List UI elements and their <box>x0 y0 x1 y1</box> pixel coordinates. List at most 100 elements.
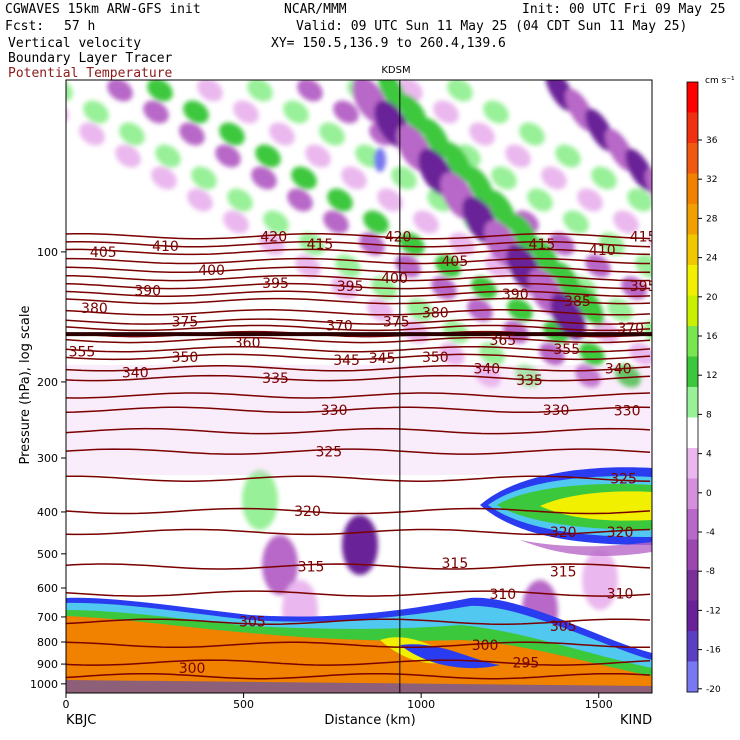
x-end-station: KIND <box>620 713 652 728</box>
colorbar-label: -8 <box>706 567 715 577</box>
velocity-cell <box>563 210 589 234</box>
theta-label: 295 <box>513 656 540 672</box>
colorbar-swatch <box>687 570 698 601</box>
colorbar: 36 32 28 24 20 16 12 8 4 0 -4 -8 -12 -16 -20 <box>686 81 721 695</box>
theta-contour-line <box>66 336 651 344</box>
theta-label: 335 <box>262 371 289 387</box>
colorbar-label: 32 <box>706 175 717 185</box>
velocity-cell <box>413 210 439 234</box>
y-tick-label: 100 <box>37 246 58 259</box>
theta-label: 310 <box>489 587 516 603</box>
theta-label: 390 <box>502 287 529 303</box>
theta-label: 415 <box>529 237 556 253</box>
theta-contours <box>66 233 652 680</box>
velocity-cell <box>466 166 494 206</box>
velocity-cell <box>297 80 323 102</box>
velocity-cell <box>151 166 177 190</box>
valid-time: Valid: 09 UTC Sun 11 May 25 (04 CDT Sun … <box>296 19 688 34</box>
theta-label: 355 <box>69 344 96 360</box>
colorbar-swatch <box>687 204 698 235</box>
theta-label: 360 <box>234 335 261 351</box>
velocity-cell <box>422 118 450 158</box>
velocity-cell <box>377 188 403 212</box>
colorbar-label: 24 <box>706 254 718 264</box>
colorbar-swatch <box>687 173 698 205</box>
velocity-cell <box>233 100 259 124</box>
colorbar-swatch <box>687 143 698 174</box>
theta-label: 340 <box>605 361 632 377</box>
theta-label: 315 <box>550 565 577 581</box>
theta-label: 380 <box>422 305 449 321</box>
theta-label: 320 <box>607 525 634 541</box>
colorbar-frame <box>686 81 699 693</box>
velocity-cell <box>242 470 278 530</box>
theta-label: 420 <box>385 229 412 245</box>
theta-label: 365 <box>489 333 516 349</box>
y-tick-label: 700 <box>37 611 58 624</box>
velocity-cell <box>475 364 501 388</box>
velocity-cell <box>541 166 567 190</box>
theta-contour-line <box>66 475 651 482</box>
velocity-cell <box>725 338 740 370</box>
velocity-cell <box>187 188 213 212</box>
velocity-cell <box>483 100 509 124</box>
colorbar-label: 28 <box>706 214 718 224</box>
theta-contour-line <box>66 392 651 399</box>
theta-label: 305 <box>239 615 266 631</box>
theta-label: 395 <box>337 279 364 295</box>
theta-contour-line <box>66 266 650 274</box>
x-start-station: KBJC <box>66 713 96 728</box>
theta-label: 350 <box>172 350 199 366</box>
theta-contour-line <box>66 427 651 435</box>
velocity-cell <box>554 262 582 302</box>
y-axis-title: Pressure (hPa), log scale <box>18 306 33 465</box>
y-axis: 100 200 300 400 500 600 700 800 900 1000 <box>30 246 66 691</box>
velocity-cell <box>191 166 217 190</box>
forecast-hours: 57 h <box>64 19 96 34</box>
theta-label: 325 <box>610 472 637 488</box>
colorbar-swatch <box>687 631 698 662</box>
x-tick-label: 1500 <box>585 698 613 711</box>
theta-contour-line <box>66 240 651 248</box>
theta-contour-line <box>66 672 651 680</box>
velocity-cell <box>107 80 133 102</box>
velocity-cell <box>227 188 253 212</box>
colorbar-label: 4 <box>706 450 712 460</box>
colorbar-swatch <box>687 234 698 266</box>
theta-contour-line <box>66 257 650 265</box>
theta-label: 300 <box>472 638 499 654</box>
colorbar-swatch <box>687 265 698 296</box>
velocity-cell <box>342 515 378 575</box>
y-tick-label: 300 <box>37 452 58 465</box>
theta-label: 355 <box>553 342 580 358</box>
vertical-velocity-field <box>66 80 740 640</box>
velocity-cell <box>555 144 581 168</box>
velocity-cell <box>247 80 273 102</box>
velocity-cell <box>505 144 531 168</box>
velocity-cell <box>251 166 277 190</box>
theta-contour-labels: 420 415 420 415 410 415 405 410 400 395 395 400 405 3… <box>69 229 652 677</box>
theta-label: 320 <box>294 504 321 520</box>
theta-label: 310 <box>607 587 634 603</box>
velocity-cell <box>433 100 459 124</box>
velocity-cell <box>143 100 169 124</box>
theta-contour-line <box>66 324 651 332</box>
theta-contour-line <box>66 274 651 282</box>
colorbar-label: -16 <box>706 646 721 656</box>
x-tick-label: 1000 <box>407 698 435 711</box>
theta-contour-line <box>66 233 651 240</box>
colorbar-unit: cm s⁻¹ <box>705 76 735 86</box>
theta-contour-line <box>66 528 651 536</box>
theta-label: 405 <box>442 254 469 270</box>
velocity-cell <box>327 188 353 212</box>
velocity-cell <box>305 144 331 168</box>
colorbar-label: 12 <box>706 371 717 381</box>
theta-label: 320 <box>550 525 577 541</box>
velocity-cell <box>577 188 603 212</box>
velocity-cell <box>83 100 109 124</box>
theta-label: 400 <box>198 263 225 279</box>
theta-contour-line <box>66 563 651 570</box>
velocity-cell <box>323 210 349 234</box>
velocity-cell <box>488 190 516 230</box>
